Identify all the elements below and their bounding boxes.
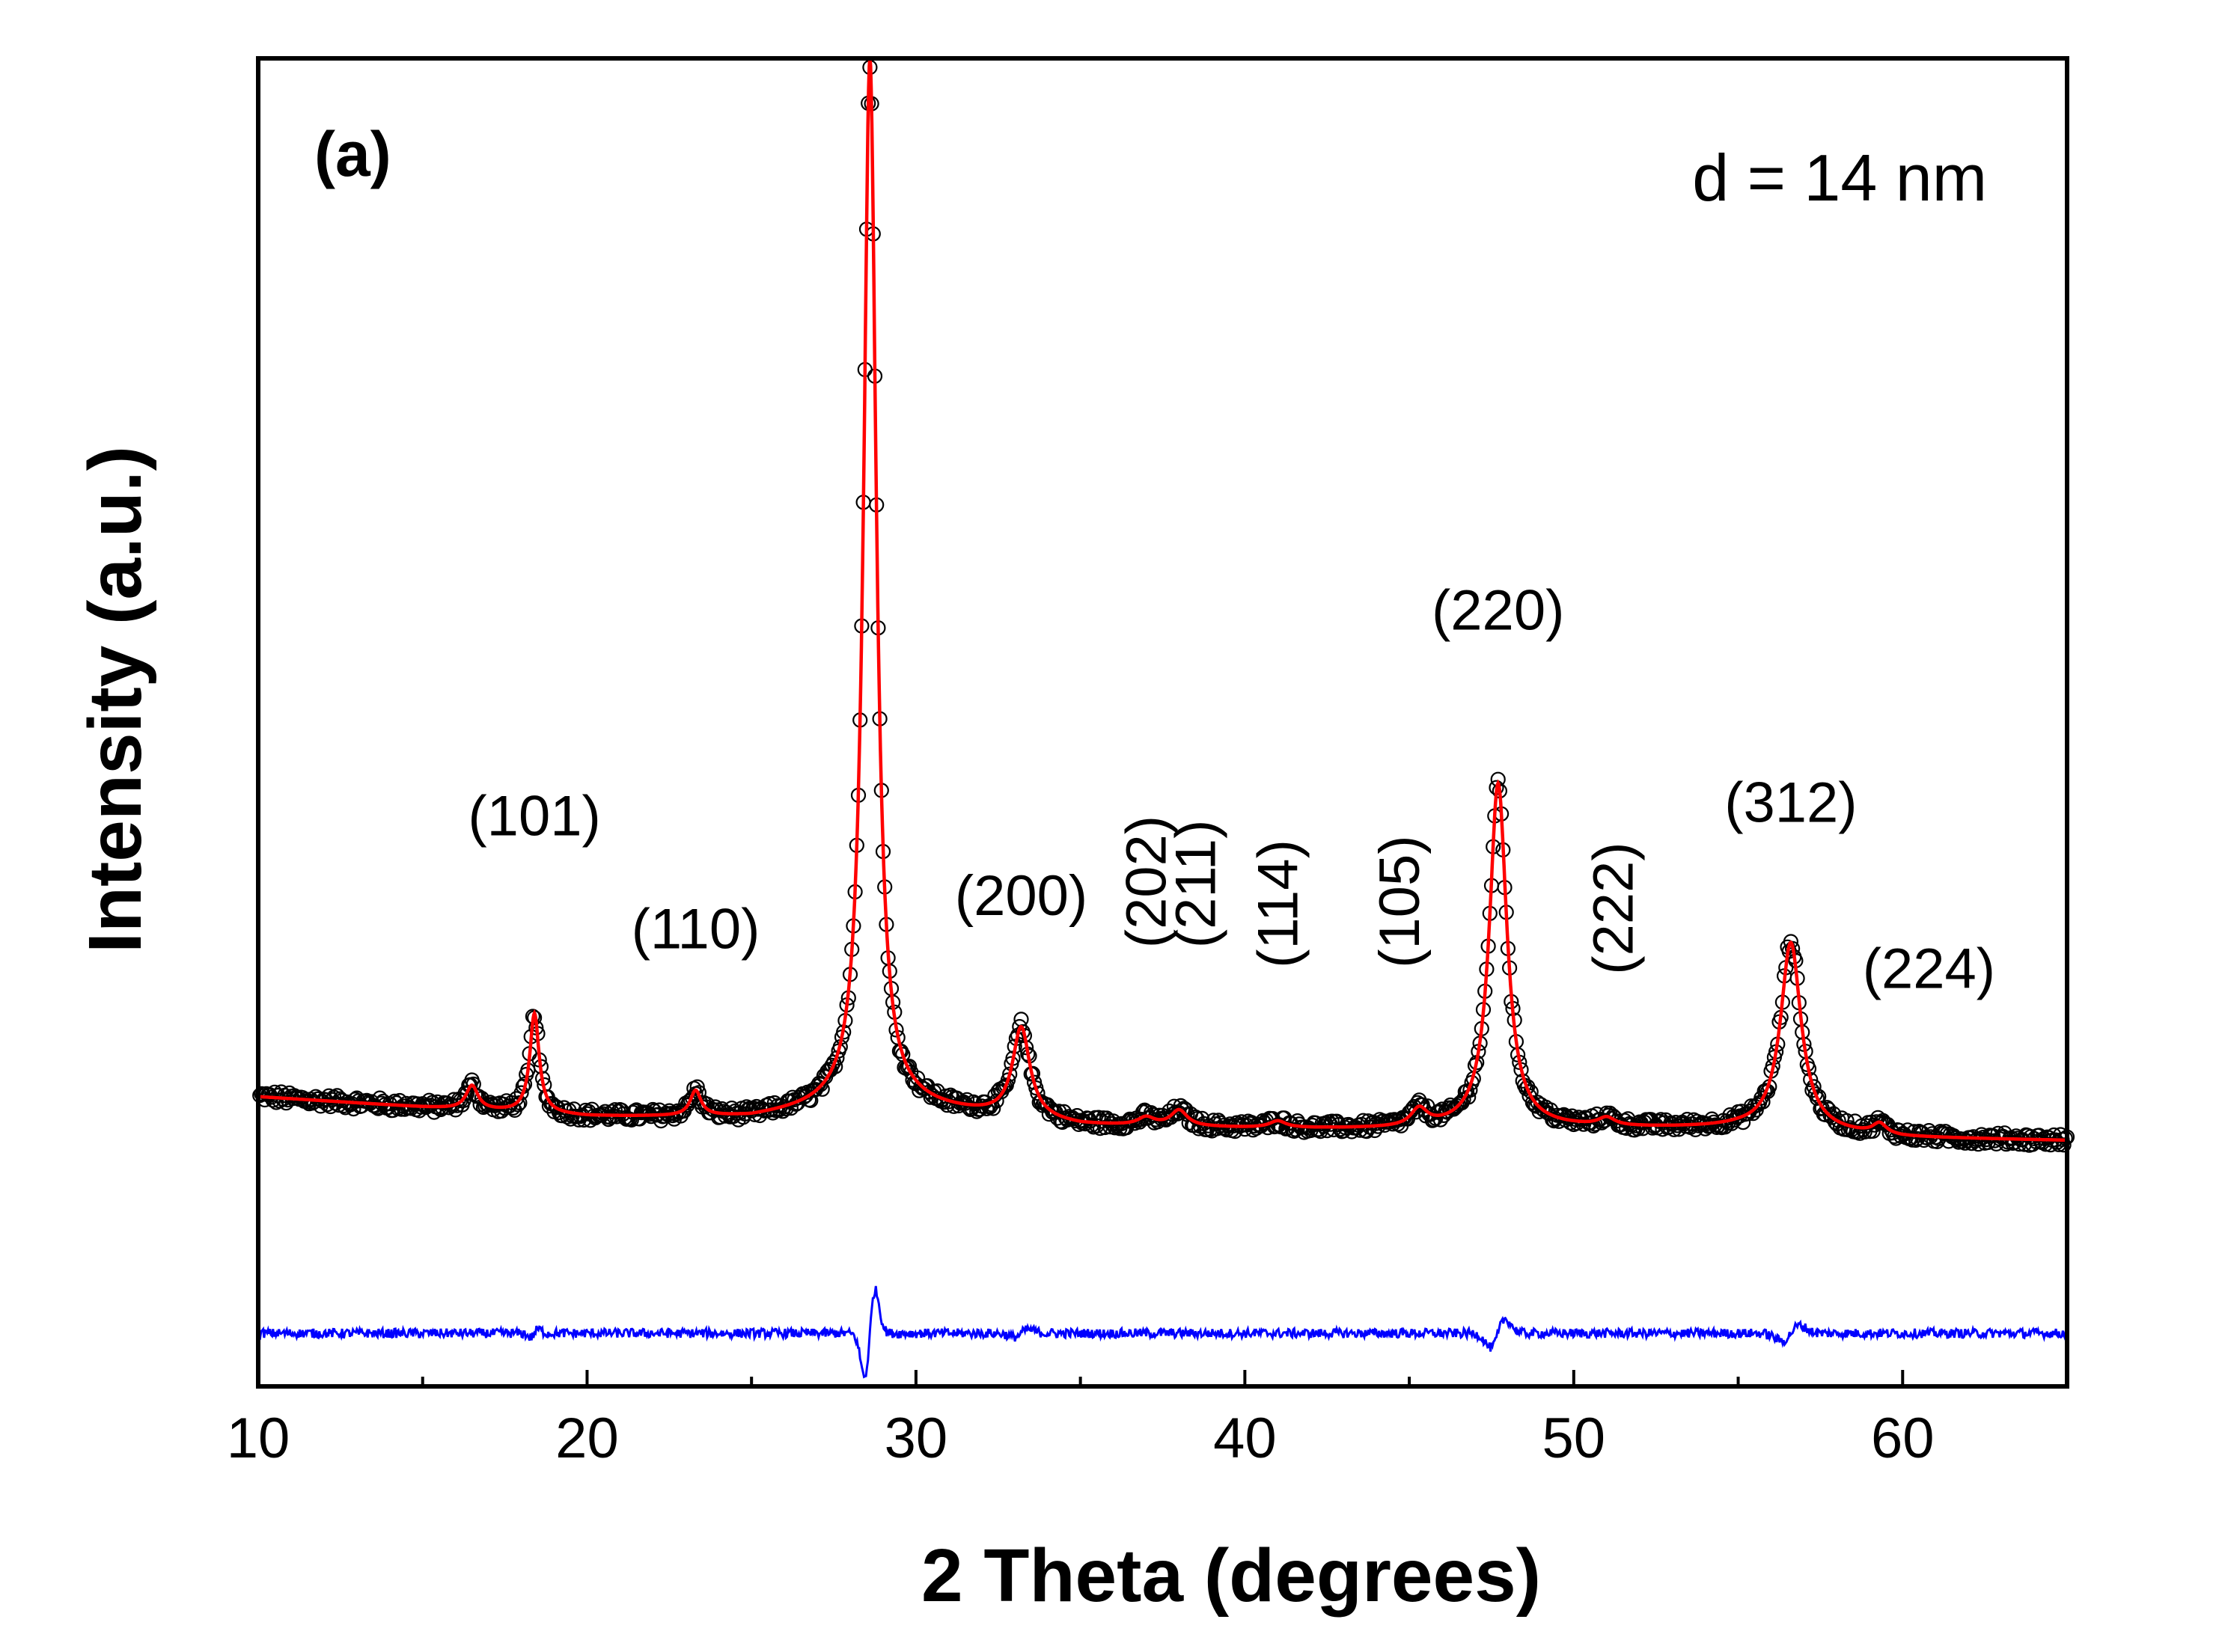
- peak-label: (202): [1115, 816, 1179, 948]
- x-tick-label: 10: [227, 1407, 290, 1470]
- panel-label: (a): [314, 119, 391, 189]
- plot-series: [252, 58, 2075, 1379]
- observed-point: [1165, 1107, 1180, 1122]
- peak-label: (220): [1432, 578, 1564, 642]
- peak-label: (105): [1368, 835, 1432, 967]
- y-axis-title: Intensity (a.u.): [73, 446, 157, 953]
- observed-point: [1600, 1107, 1617, 1124]
- x-tick-label: 30: [885, 1407, 948, 1470]
- peak-label: (101): [468, 784, 600, 848]
- difference-line: [257, 1285, 2068, 1379]
- peak-label: (224): [1863, 937, 1995, 1001]
- observed-point: [1000, 1072, 1016, 1088]
- observed-point: [959, 1092, 975, 1107]
- calculated-line: [258, 58, 2067, 1142]
- observed-point: [1758, 1083, 1774, 1098]
- observed-point: [512, 1095, 528, 1111]
- crystallite-size-label: d = 14 nm: [1692, 141, 1987, 215]
- peak-label: (200): [955, 864, 1087, 928]
- observed-point: [1783, 934, 1798, 949]
- peak-labels: (101)(110)(112)(200)(202)(211)(114)(105)…: [468, 578, 1995, 1001]
- plot-frame: [256, 56, 2069, 1389]
- observed-point: [1809, 1090, 1825, 1107]
- observed-series: [252, 59, 2075, 1153]
- observed-point: [1099, 1110, 1114, 1126]
- observed-point: [1125, 1113, 1141, 1129]
- observed-point: [1875, 1113, 1890, 1128]
- observed-point: [1426, 1112, 1442, 1128]
- peak-label: (110): [632, 897, 760, 961]
- observed-point: [1671, 1122, 1687, 1137]
- x-tick-label: 60: [1871, 1407, 1935, 1470]
- x-tick-label: 50: [1542, 1407, 1606, 1470]
- observed-point: [913, 1079, 929, 1095]
- x-axis-tick-labels: 10 20 30 40 50 60: [227, 1407, 1935, 1470]
- peak-label: (222): [1582, 842, 1646, 974]
- peak-label: (211): [1164, 820, 1227, 949]
- observed-point: [1587, 1116, 1603, 1132]
- x-tick-label: 40: [1213, 1407, 1277, 1470]
- observed-point: [1325, 1122, 1342, 1138]
- observed-point: [1914, 1125, 1930, 1141]
- x-tick-label: 20: [555, 1407, 619, 1470]
- x-axis-ticks: [257, 1370, 2069, 1386]
- observed-point: [1703, 1118, 1718, 1134]
- observed-point: [1352, 1122, 1368, 1138]
- peak-label: (312): [1724, 771, 1857, 835]
- x-axis-title: 2 Theta (degrees): [921, 1534, 1541, 1618]
- peak-label: (114): [1246, 839, 1310, 968]
- observed-point: [2056, 1137, 2072, 1153]
